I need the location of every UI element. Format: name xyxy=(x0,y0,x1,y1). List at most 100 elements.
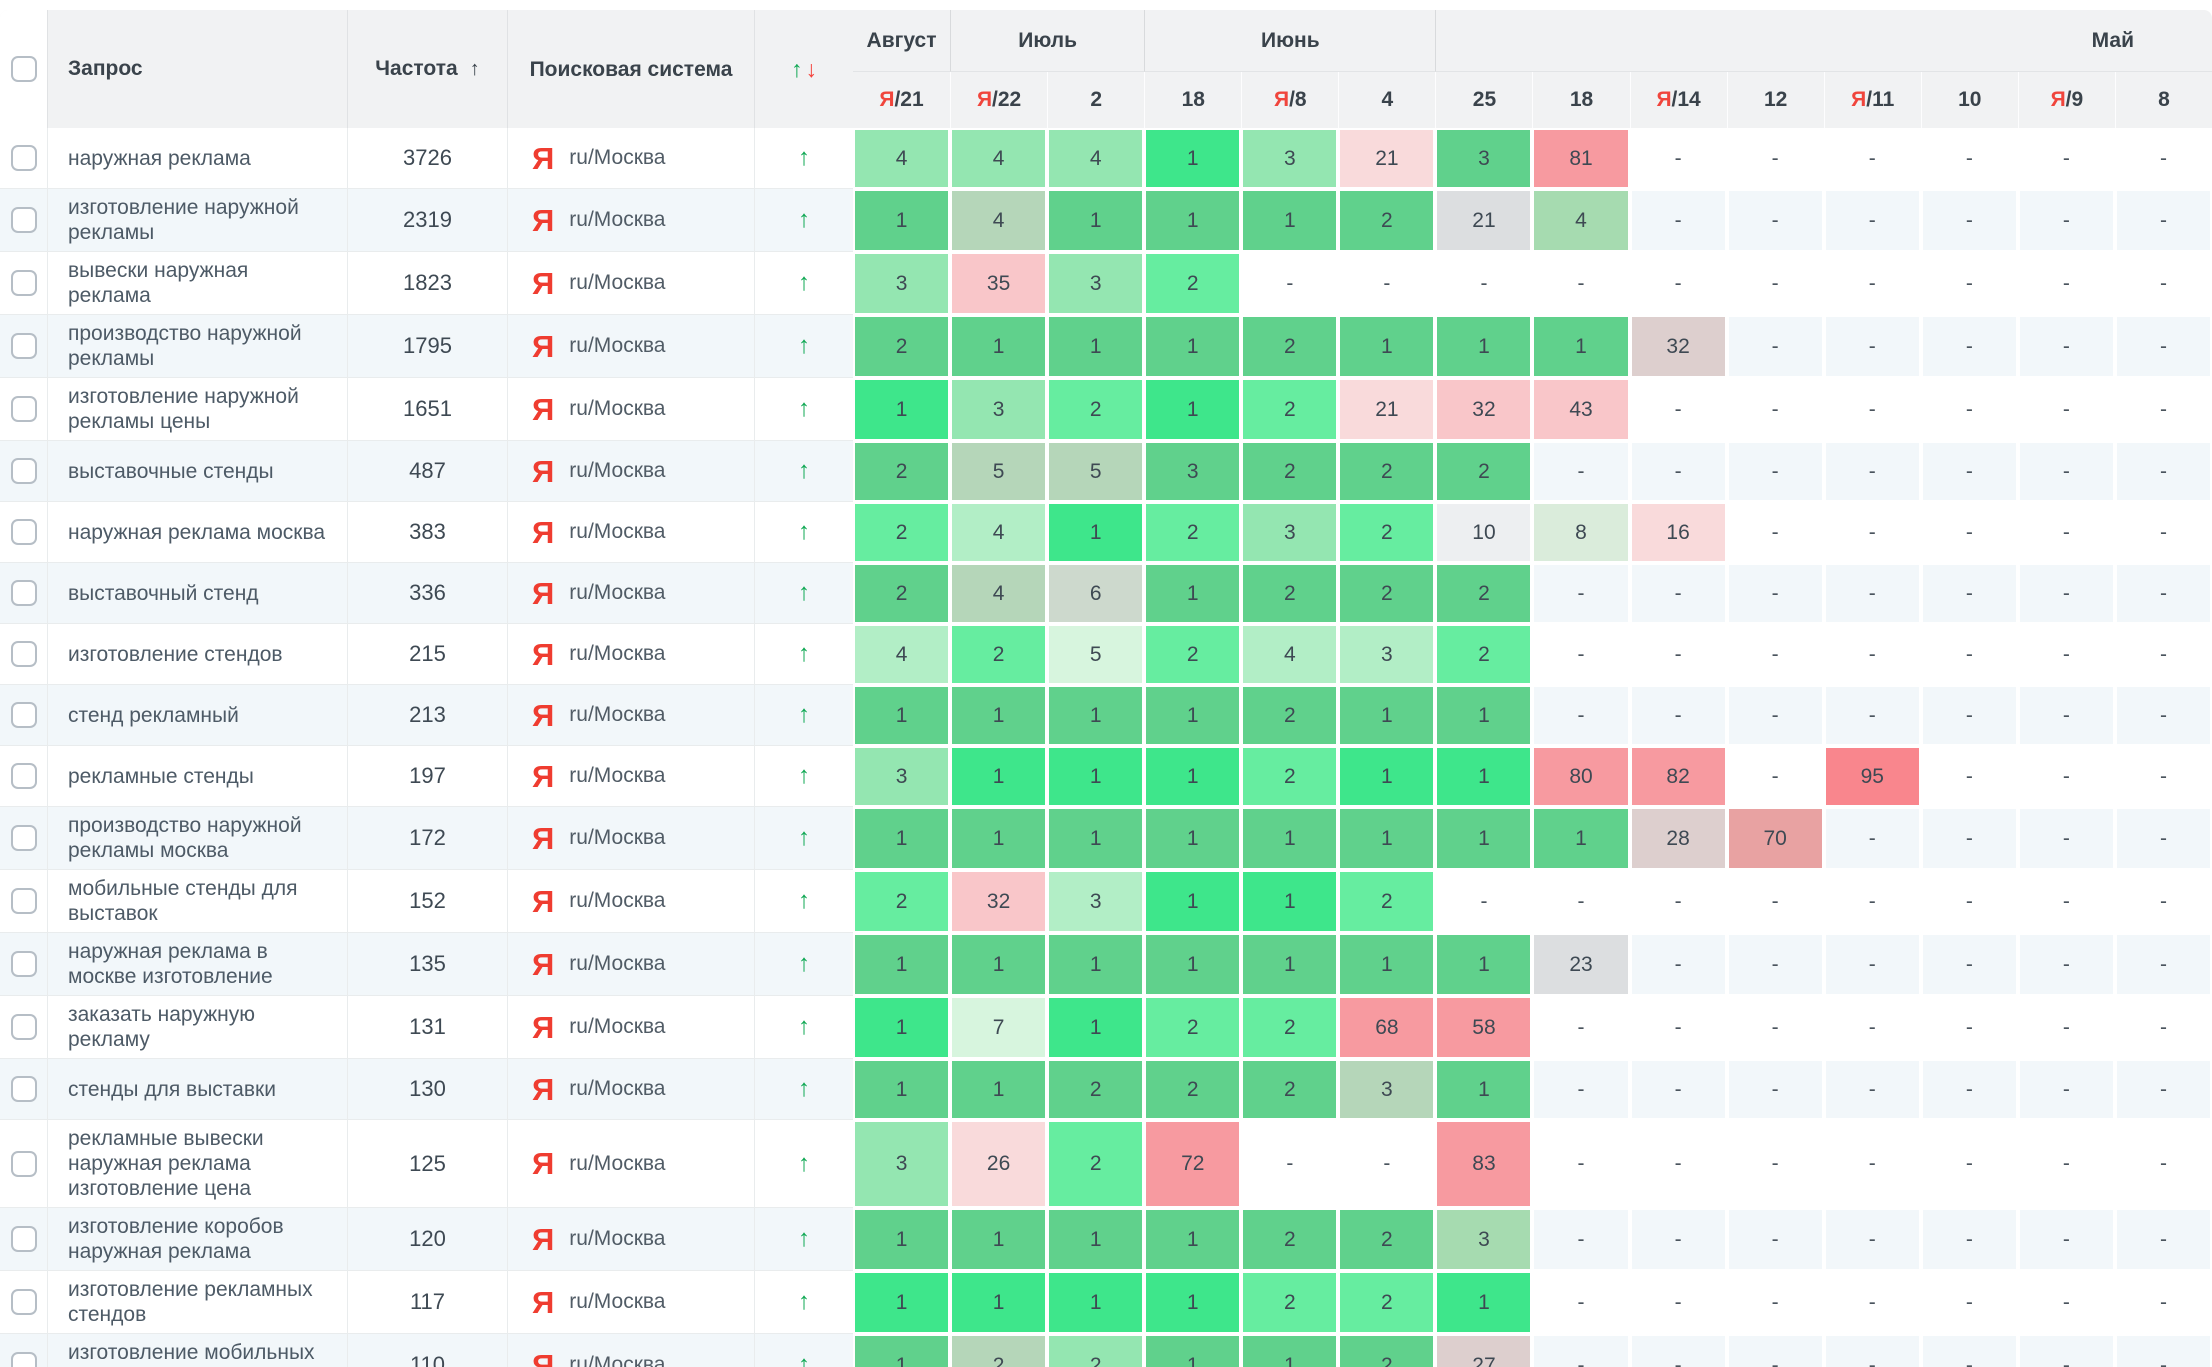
position-cell[interactable]: - xyxy=(1629,1271,1727,1334)
position-cell[interactable]: 1 xyxy=(1144,128,1242,189)
position-cell[interactable]: 1 xyxy=(853,807,951,870)
position-cell[interactable]: - xyxy=(1532,563,1630,624)
position-cell[interactable]: 32 xyxy=(950,870,1048,933)
row-checkbox[interactable] xyxy=(10,519,37,545)
position-cell[interactable]: 1 xyxy=(1338,746,1436,807)
position-cell[interactable]: - xyxy=(1920,807,2018,870)
position-cell[interactable]: 1 xyxy=(1144,315,1242,378)
position-cell[interactable]: 1 xyxy=(950,1271,1048,1334)
row-checkbox[interactable] xyxy=(10,333,37,359)
row-checkbox[interactable] xyxy=(10,458,37,484)
position-cell[interactable]: 2 xyxy=(1241,1271,1339,1334)
row-checkbox[interactable] xyxy=(10,270,37,296)
query-cell[interactable]: стенды для выставки xyxy=(48,1059,348,1120)
position-cell[interactable]: 4 xyxy=(1532,189,1630,252)
position-cell[interactable]: 1 xyxy=(1338,807,1436,870)
position-cell[interactable]: - xyxy=(2017,502,2115,563)
position-cell[interactable]: 3 xyxy=(1338,624,1436,685)
position-cell[interactable]: 3 xyxy=(853,1120,951,1208)
position-cell[interactable]: 5 xyxy=(1047,441,1145,502)
position-cell[interactable]: - xyxy=(1823,1334,1921,1367)
position-cell[interactable]: 2 xyxy=(853,870,951,933)
position-cell[interactable]: - xyxy=(2114,315,2212,378)
position-cell[interactable]: - xyxy=(1726,378,1824,441)
position-cell[interactable]: 1 xyxy=(853,1334,951,1367)
query-cell[interactable]: выставочные стенды xyxy=(48,441,348,502)
position-cell[interactable]: 1 xyxy=(1047,1271,1145,1334)
position-cell[interactable]: 4 xyxy=(1047,128,1145,189)
position-cell[interactable]: - xyxy=(2017,441,2115,502)
position-cell[interactable]: - xyxy=(2114,378,2212,441)
position-cell[interactable]: 2 xyxy=(1144,996,1242,1059)
position-cell[interactable]: 2 xyxy=(1047,378,1145,441)
position-cell[interactable]: 2 xyxy=(950,624,1048,685)
position-cell[interactable]: - xyxy=(1726,441,1824,502)
position-cell[interactable]: - xyxy=(1532,870,1630,933)
position-cell[interactable]: - xyxy=(1726,933,1824,996)
position-cell[interactable]: - xyxy=(1823,502,1921,563)
position-cell[interactable]: 1 xyxy=(1047,685,1145,746)
position-cell[interactable]: - xyxy=(2114,746,2212,807)
position-cell[interactable]: - xyxy=(1532,624,1630,685)
position-cell[interactable]: 1 xyxy=(1047,996,1145,1059)
position-cell[interactable]: 1 xyxy=(1532,315,1630,378)
position-cell[interactable]: - xyxy=(1532,685,1630,746)
position-cell[interactable]: 2 xyxy=(1241,746,1339,807)
position-cell[interactable]: - xyxy=(2114,1271,2212,1334)
position-cell[interactable]: 27 xyxy=(1435,1334,1533,1367)
position-cell[interactable]: - xyxy=(1823,1120,1921,1208)
position-cell[interactable]: - xyxy=(2114,685,2212,746)
position-cell[interactable]: 1 xyxy=(1144,870,1242,933)
position-cell[interactable]: - xyxy=(1435,870,1533,933)
query-cell[interactable]: заказать наружную рекламу xyxy=(48,996,348,1059)
position-cell[interactable]: 2 xyxy=(1241,1208,1339,1271)
query-cell[interactable]: изготовление наружной рекламы xyxy=(48,189,348,252)
position-cell[interactable]: - xyxy=(1823,996,1921,1059)
row-checkbox[interactable] xyxy=(10,641,37,667)
position-cell[interactable]: 2 xyxy=(1241,996,1339,1059)
position-cell[interactable]: - xyxy=(1726,315,1824,378)
position-cell[interactable]: 2 xyxy=(1241,685,1339,746)
position-cell[interactable]: - xyxy=(2017,189,2115,252)
position-cell[interactable]: - xyxy=(2017,996,2115,1059)
position-cell[interactable]: - xyxy=(1920,378,2018,441)
position-cell[interactable]: - xyxy=(1920,252,2018,315)
position-cell[interactable]: - xyxy=(1532,252,1630,315)
position-cell[interactable]: 2 xyxy=(1241,441,1339,502)
row-checkbox[interactable] xyxy=(10,1150,37,1177)
position-cell[interactable]: - xyxy=(1532,1059,1630,1120)
position-cell[interactable]: - xyxy=(2017,563,2115,624)
position-cell[interactable]: - xyxy=(1629,441,1727,502)
position-cell[interactable]: - xyxy=(2114,807,2212,870)
position-cell[interactable]: - xyxy=(1920,502,2018,563)
row-checkbox[interactable] xyxy=(10,702,37,728)
row-checkbox[interactable] xyxy=(10,1289,37,1315)
position-cell[interactable]: 4 xyxy=(853,128,951,189)
position-cell[interactable]: - xyxy=(1726,128,1824,189)
position-cell[interactable]: 32 xyxy=(1629,315,1727,378)
date-column-header[interactable]: 2 xyxy=(1047,72,1144,128)
position-cell[interactable]: - xyxy=(1532,1271,1630,1334)
row-checkbox[interactable] xyxy=(10,1352,37,1367)
date-column-header[interactable]: Я/11 xyxy=(1823,72,1921,128)
query-cell[interactable]: вывески наружная реклама xyxy=(48,252,348,315)
position-cell[interactable]: 2 xyxy=(1144,502,1242,563)
position-cell[interactable]: - xyxy=(1823,807,1921,870)
position-cell[interactable]: 16 xyxy=(1629,502,1727,563)
position-cell[interactable]: 1 xyxy=(853,378,951,441)
position-cell[interactable]: - xyxy=(1920,563,2018,624)
column-header-trend[interactable]: ↑ ↓ xyxy=(755,10,853,128)
position-cell[interactable]: - xyxy=(2114,1120,2212,1208)
position-cell[interactable]: - xyxy=(2017,685,2115,746)
position-cell[interactable]: - xyxy=(1629,189,1727,252)
date-column-header[interactable]: Я/21 xyxy=(853,72,950,128)
position-cell[interactable]: 2 xyxy=(1047,1059,1145,1120)
date-column-header[interactable]: 25 xyxy=(1435,72,1532,128)
position-cell[interactable]: 1 xyxy=(1144,1271,1242,1334)
position-cell[interactable]: 3 xyxy=(1241,502,1339,563)
position-cell[interactable]: - xyxy=(1726,746,1824,807)
position-cell[interactable]: - xyxy=(1726,1059,1824,1120)
position-cell[interactable]: - xyxy=(1726,1208,1824,1271)
position-cell[interactable]: - xyxy=(1823,315,1921,378)
position-cell[interactable]: 3 xyxy=(1241,128,1339,189)
